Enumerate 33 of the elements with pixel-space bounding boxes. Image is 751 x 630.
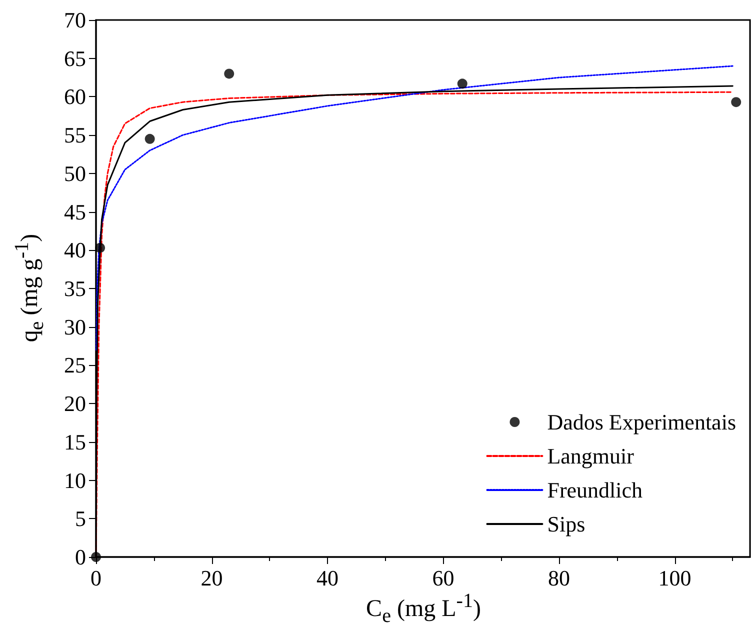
point <box>224 68 234 79</box>
y-tick-label: 15 <box>64 429 86 454</box>
y-tick-label: 25 <box>64 352 86 378</box>
x-tick-label: 100 <box>658 566 692 590</box>
x-axis-title: C$_{e}$ (mg L$^{-1}$) <box>365 590 482 628</box>
y-tick-label: 60 <box>64 84 86 110</box>
x-tick-label: 80 <box>548 566 570 590</box>
y-tick-label: 10 <box>64 468 86 493</box>
y-tick-label: 50 <box>64 160 86 186</box>
legend-label: Freundlich <box>547 478 643 502</box>
y-tick-label: 70 <box>64 8 86 32</box>
y-tick-label: 30 <box>64 314 86 340</box>
point <box>457 78 468 89</box>
y-tick-label: 40 <box>64 238 86 263</box>
y-tick-label: 0 <box>75 544 86 570</box>
line-series <box>96 65 734 351</box>
y-tick-label: 55 <box>64 122 86 148</box>
legend-label: Dados Experimentais <box>547 410 736 434</box>
y-tick-label: 45 <box>64 199 86 224</box>
x-tick-label: 20 <box>200 566 223 590</box>
x-tick-label: 40 <box>316 566 339 590</box>
point <box>95 242 106 253</box>
y-tick-label: 5 <box>75 506 86 532</box>
y-tick-label: 20 <box>64 391 86 416</box>
x-tick-label: 60 <box>432 566 454 590</box>
y-tick-label: 65 <box>64 46 86 71</box>
point <box>731 97 742 108</box>
point <box>91 552 101 562</box>
point <box>144 134 155 144</box>
y-tick-label: 35 <box>64 276 86 301</box>
x-tick-label: 0 <box>90 566 102 590</box>
legend-label: Sips <box>547 512 586 536</box>
legend-label: Langmuir <box>547 444 635 468</box>
